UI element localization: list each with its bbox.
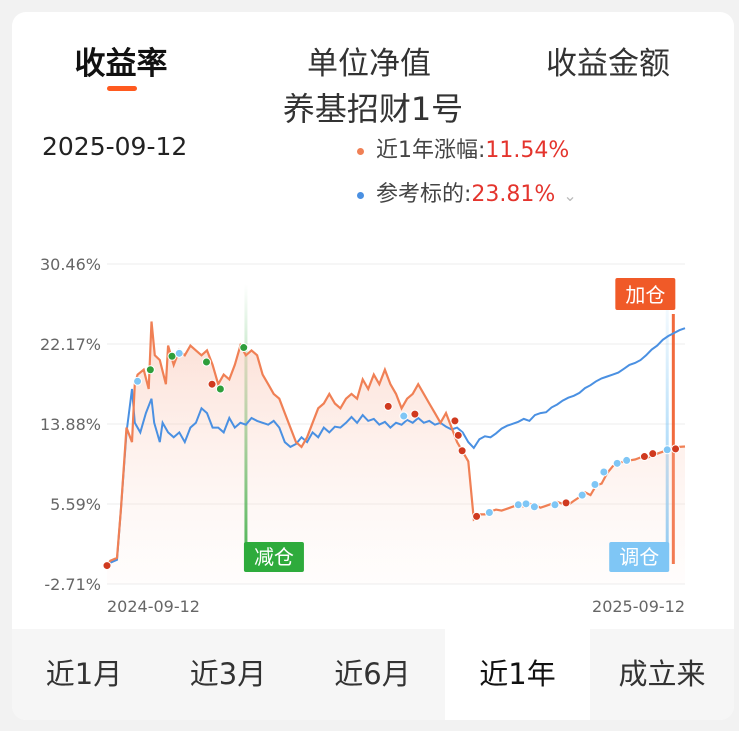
trade-marker-buy[interactable] <box>639 452 649 462</box>
trade-markers <box>102 343 681 571</box>
fund-area-fill <box>107 321 685 584</box>
chevron-down-icon[interactable]: ⌄ <box>563 185 577 205</box>
benchmark-legend-dot <box>357 191 364 199</box>
chart-date: 2025-09-12 <box>42 132 188 161</box>
metric-tabs: 收益率 单位净值 收益金额 <box>12 12 734 91</box>
tab-profit-amount[interactable]: 收益金额 <box>546 46 670 82</box>
annotation-labels: 减仓 调仓 加仓 <box>243 278 676 572</box>
annotation-line <box>665 284 669 560</box>
trade-marker-buy[interactable] <box>453 430 463 440</box>
trade-marker-adjust[interactable] <box>550 500 560 510</box>
performance-chart: 30.46% 22.17% 13.88% 5.59% -2.71% 2024-09-12… <box>40 255 686 616</box>
trade-marker-sell[interactable] <box>239 343 249 353</box>
legend-item-benchmark[interactable]: 参考标的:23.81% ⌄ <box>357 176 577 208</box>
benchmark-series-line <box>106 327 686 567</box>
fund-legend-dot <box>357 147 364 155</box>
trade-marker-adjust[interactable] <box>577 490 587 500</box>
annotation-label: 减仓 <box>254 545 294 569</box>
annotation-line <box>671 314 675 564</box>
trade-marker-adjust[interactable] <box>662 445 672 455</box>
trade-marker-buy[interactable] <box>472 511 482 521</box>
tab-unit-nav[interactable]: 单位净值 <box>307 46 431 82</box>
trade-marker-sell[interactable] <box>145 365 155 375</box>
y-tick-label: 22.17% <box>40 335 101 354</box>
trade-marker-buy[interactable] <box>207 379 217 389</box>
annotation-label: 调仓 <box>619 545 659 569</box>
period-3m[interactable]: 近3月 <box>189 657 267 691</box>
period-1m[interactable]: 近1月 <box>45 657 123 691</box>
y-tick-label: 30.46% <box>40 255 101 274</box>
trade-marker-adjust[interactable] <box>133 376 143 386</box>
trade-marker-adjust[interactable] <box>529 502 539 512</box>
y-tick-label: 5.59% <box>50 495 101 514</box>
y-axis-ticks: 30.46% 22.17% 13.88% 5.59% -2.71% <box>40 255 101 594</box>
period-selector: 近1月 近3月 近6月 近1年 成立来 <box>12 629 734 720</box>
benchmark-legend-value: 23.81% <box>471 182 556 207</box>
annotation-badge <box>615 278 676 310</box>
trade-marker-buy[interactable] <box>102 561 112 571</box>
trade-marker-adjust[interactable] <box>174 348 184 358</box>
x-tick-label: 2024-09-12 <box>107 597 200 616</box>
trade-marker-sell[interactable] <box>215 384 225 394</box>
trade-marker-adjust[interactable] <box>484 508 494 518</box>
trade-marker-buy[interactable] <box>671 444 681 454</box>
active-tab-indicator <box>107 86 137 91</box>
period-6m[interactable]: 近6月 <box>334 657 411 691</box>
trade-marker-adjust[interactable] <box>399 411 409 421</box>
x-axis-ticks: 2024-09-12 2025-09-12 <box>107 597 685 616</box>
legend-item-fund: 近1年涨幅:11.54% <box>357 132 569 164</box>
tab-yield-rate[interactable]: 收益率 <box>74 46 168 82</box>
benchmark-legend-label: 参考标的: <box>376 182 472 207</box>
trade-marker-adjust[interactable] <box>513 500 523 510</box>
trade-marker-buy[interactable] <box>410 409 420 419</box>
trade-marker-adjust[interactable] <box>599 467 609 477</box>
y-tick-label: -2.71% <box>44 575 101 594</box>
fund-legend-value: 11.54% <box>485 138 570 163</box>
y-tick-label: 13.88% <box>40 415 101 434</box>
annotation-badge <box>609 542 670 572</box>
trade-marker-buy[interactable] <box>648 449 658 459</box>
trade-marker-buy[interactable] <box>457 446 467 456</box>
fund-legend-label: 近1年涨幅: <box>376 138 486 163</box>
period-1y[interactable]: 近1年 <box>445 629 590 720</box>
trade-marker-adjust[interactable] <box>612 458 622 468</box>
x-tick-label: 2025-09-12 <box>592 597 685 616</box>
period-since-inception[interactable]: 成立来 <box>618 657 706 691</box>
trade-marker-sell[interactable] <box>201 357 211 367</box>
fund-name: 养基招财1号 <box>282 90 464 128</box>
annotation-label: 加仓 <box>625 283 665 307</box>
trade-marker-adjust[interactable] <box>622 455 632 465</box>
trade-marker-adjust[interactable] <box>590 480 600 490</box>
trade-marker-buy[interactable] <box>450 416 460 426</box>
trade-marker-buy[interactable] <box>561 498 571 508</box>
fund-card: 收益率 单位净值 收益金额 养基招财1号 2025-09-12 近1年涨幅:11… <box>12 12 734 720</box>
trade-marker-adjust[interactable] <box>521 499 531 509</box>
trade-marker-buy[interactable] <box>383 401 393 411</box>
annotation-badge <box>243 542 304 572</box>
